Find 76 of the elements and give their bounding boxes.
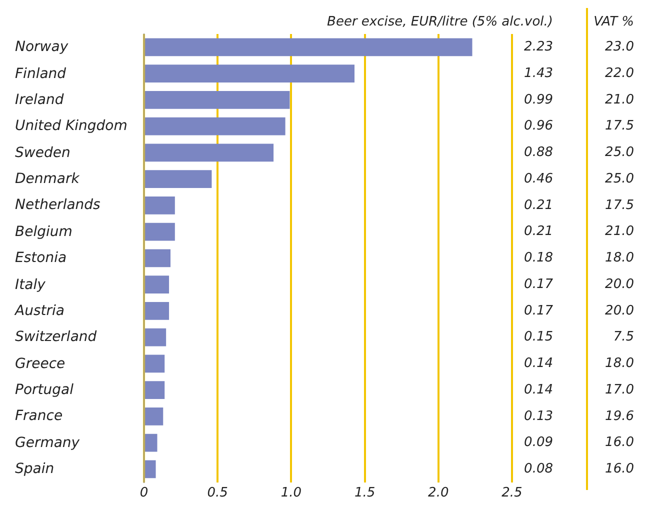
text: 16.0: [605, 435, 634, 450]
text: 16.0: [605, 462, 634, 477]
data-label: 0.08: [524, 462, 553, 477]
data-label: 0.21: [524, 224, 553, 240]
bar: [145, 144, 274, 162]
text: 18.0: [605, 356, 634, 372]
data-label: 0.14: [524, 382, 553, 398]
x-tick-label: 1.5: [354, 486, 376, 501]
bar: [145, 64, 354, 83]
text: 7.5: [613, 330, 634, 345]
text: 19.6: [605, 408, 634, 424]
x-tick-label: 2.5: [502, 486, 522, 501]
y-tick-label: Sweden: [14, 144, 72, 162]
y-tick-label: France: [14, 407, 64, 426]
x-tick-label: 2.0: [428, 486, 449, 501]
text: 17.5: [605, 118, 634, 134]
y-tick-label: Germany: [14, 434, 81, 452]
bar: [145, 196, 175, 214]
y-tick-label: Norway: [14, 38, 70, 56]
y-tick-label: Portugal: [14, 381, 74, 400]
y-tick-label: Spain: [14, 460, 56, 478]
x-tick-label: 0.5: [207, 486, 228, 501]
bar: [145, 302, 170, 320]
data-label: 0.14: [524, 356, 553, 372]
y-tick-label: Italy: [14, 276, 46, 294]
data-label: 0.13: [524, 408, 553, 424]
data-label: 0.21: [524, 198, 553, 213]
y-tick-label: Denmark: [14, 170, 80, 188]
chart-title: Beer excise, EUR/litre (5% alc.vol.): [327, 14, 553, 30]
bar: [145, 407, 164, 426]
text: 17.5: [605, 198, 634, 213]
bar: [145, 38, 472, 56]
bar: [145, 117, 286, 136]
text: 17.0: [605, 382, 634, 398]
bar: [145, 381, 165, 400]
data-label: 0.17: [524, 303, 554, 318]
x-tick-label: 0: [140, 486, 148, 501]
y-tick-label: Switzerland: [14, 328, 98, 346]
text: 20.0: [605, 276, 634, 292]
data-label: 0.99: [524, 92, 553, 108]
bar: [145, 276, 170, 294]
bar: [145, 328, 166, 346]
bar: [145, 90, 290, 109]
data-label: 0.88: [524, 145, 553, 160]
y-tick-label: Austria: [13, 302, 66, 320]
bar: [145, 434, 158, 452]
x-tick-label: 1.0: [280, 486, 302, 501]
y-tick-label: Ireland: [14, 90, 65, 109]
y-tick-label: Belgium: [14, 222, 74, 241]
data-label: 2.23: [524, 40, 553, 55]
data-label: 0.18: [524, 250, 553, 266]
data-label: 0.17: [524, 276, 554, 292]
bar: [145, 170, 212, 188]
y-tick-label: Greece: [14, 354, 66, 373]
bar: [145, 222, 175, 241]
text: 21.0: [605, 224, 634, 240]
y-tick-label: Estonia: [14, 249, 68, 268]
text: 23.0: [605, 40, 634, 55]
text: 21.0: [605, 92, 634, 108]
text: 20.0: [605, 303, 634, 318]
text: VAT %: [594, 14, 634, 30]
text: 22.0: [605, 66, 634, 81]
text: 25.0: [605, 145, 634, 160]
text: 18.0: [605, 250, 634, 266]
y-tick-label: Finland: [14, 64, 68, 83]
data-label: 1.43: [524, 66, 553, 81]
text: 25.0: [605, 171, 634, 186]
data-label: 0.96: [524, 118, 553, 134]
data-label: 0.09: [524, 435, 553, 450]
bar: [145, 460, 156, 478]
y-tick-label: United Kingdom: [14, 117, 128, 136]
y-tick-label: Netherlands: [14, 196, 102, 214]
bar: [145, 249, 170, 268]
data-label: 0.15: [524, 330, 553, 345]
bar: [145, 354, 165, 373]
data-label: 0.46: [524, 171, 553, 186]
